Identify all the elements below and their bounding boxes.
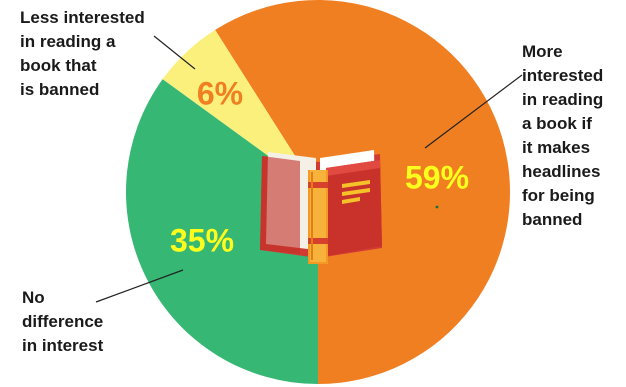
label-line: it makes — [522, 138, 591, 157]
label-line: for being — [522, 186, 595, 205]
value-labels: 59% 35% 6% — [170, 75, 469, 258]
label-line: interested — [522, 66, 604, 85]
leader-line-no-difference — [95, 269, 184, 303]
label-line: headlines — [522, 162, 601, 181]
slice-label-no-difference: No difference in interest — [22, 286, 103, 358]
label-line: a book if — [522, 114, 592, 133]
value-label-no-difference: 35% — [170, 222, 234, 258]
label-line: No — [22, 288, 45, 307]
label-line: is banned — [20, 80, 100, 99]
label-line: in reading — [522, 90, 604, 109]
label-line: More — [522, 42, 563, 61]
label-line: difference — [22, 312, 104, 331]
dot-marker — [435, 205, 439, 209]
label-line: Less interested — [20, 8, 145, 27]
slice-label-more-interested: More interested in reading a book if it make… — [522, 40, 603, 232]
label-line: banned — [522, 210, 583, 229]
label-line: in reading a — [20, 32, 116, 51]
value-label-less-interested: 6% — [197, 75, 243, 111]
pie-slice-less-interested — [162, 29, 318, 192]
slice-label-less-interested: Less interested in reading a book that is b… — [20, 6, 145, 102]
leader-line-less-interested — [153, 35, 196, 70]
value-label-more-interested: 59% — [405, 159, 469, 195]
open-book-icon — [260, 150, 382, 264]
leader-lines — [95, 35, 523, 303]
pie-slice-no-difference — [125, 79, 318, 384]
label-line: in interest — [22, 336, 104, 355]
leader-line-more-interested — [424, 74, 523, 149]
label-line: book that — [20, 56, 97, 75]
